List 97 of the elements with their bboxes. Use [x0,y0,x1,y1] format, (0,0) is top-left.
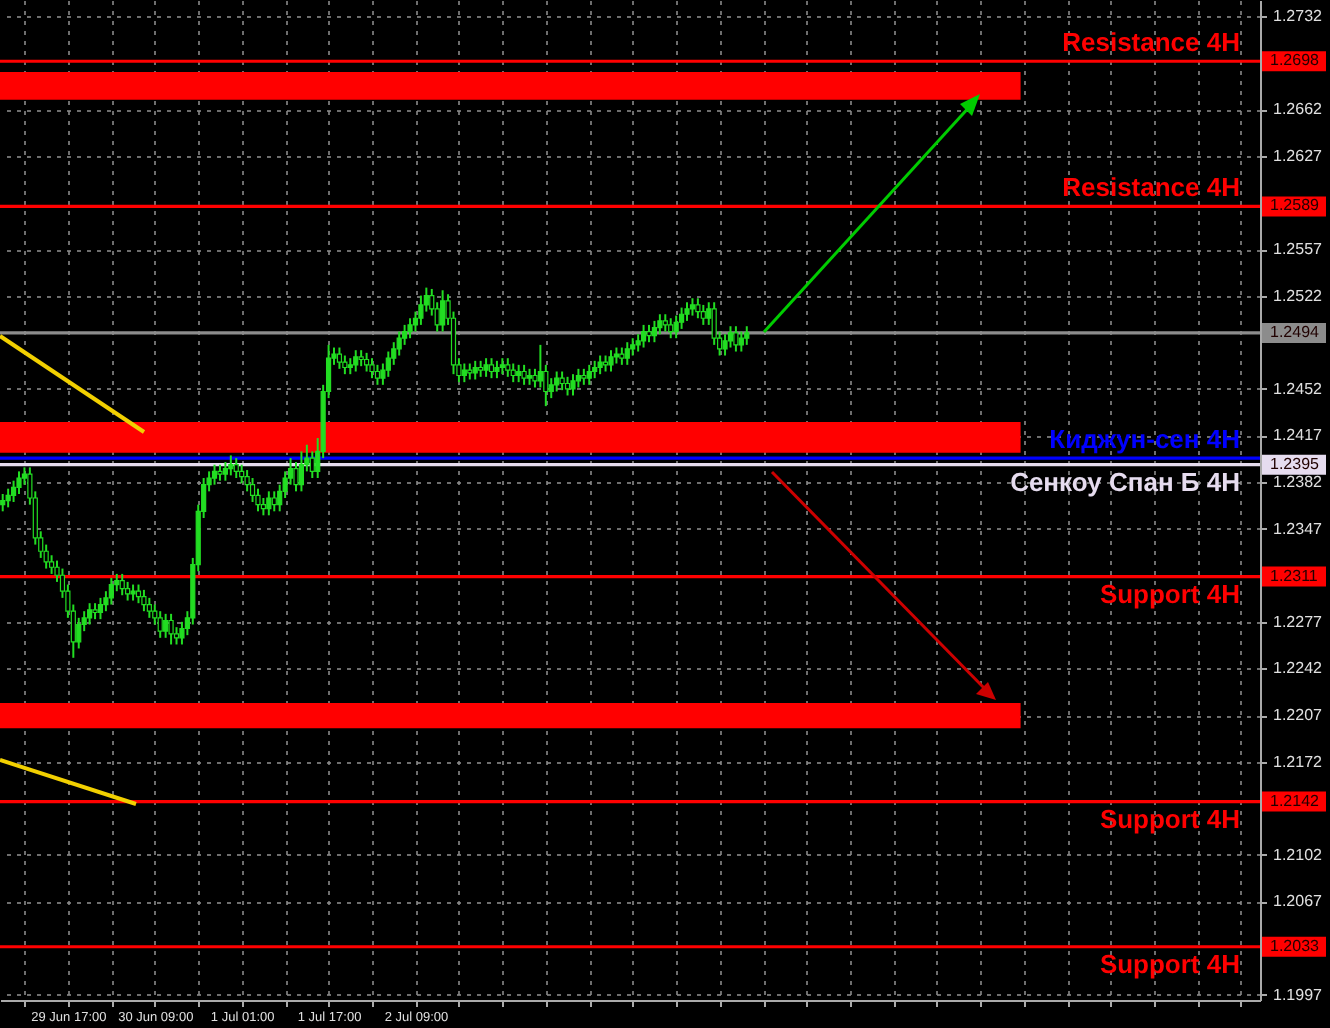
candlestick [440,289,446,333]
candlestick [342,354,348,376]
candlestick [657,313,663,336]
candlestick [668,317,674,340]
ref-line-label: Resistance 4H [1062,27,1240,58]
candlestick [396,330,402,357]
candlestick [5,487,11,509]
ref-line-label: Киджун-сен 4H [1049,424,1240,455]
y-tick-label: 1.2067 [1273,892,1324,911]
candlestick [559,370,565,392]
candlestick [472,359,478,381]
annotation: 1.2494 [1270,322,1321,341]
candlestick [222,461,228,482]
candlestick [385,350,391,378]
y-tick-label: 1.2172 [1273,752,1324,771]
y-tick-label: 1.2277 [1273,612,1324,631]
y-tick-label: 1.2382 [1273,473,1324,492]
candlestick [211,463,218,486]
ref-line-label: Support 4H [1099,948,1240,979]
y-tick-label: 1.2662 [1273,100,1324,119]
candlestick [353,349,359,373]
candlestick [488,357,495,380]
annotation: 1.2311 [1270,566,1319,585]
candlestick [570,373,576,397]
annotation: 1.2395 [1270,454,1321,473]
y-tick-label: 1.2242 [1273,659,1324,678]
candlestick [521,363,527,386]
candlestick [597,354,603,376]
candlestick [163,612,169,639]
candlestick [407,317,413,340]
candlestick [135,583,142,605]
candlestick [744,325,750,346]
candlestick [673,314,679,340]
candlestick [298,450,305,493]
candlestick [564,375,571,397]
candlestick [461,362,467,384]
candlestick [97,596,104,621]
y-tick-label: 1.2347 [1273,519,1324,538]
candlestick [727,325,734,349]
ref-line-label: Resistance 4H [1062,172,1240,203]
candlestick [733,325,739,353]
candlestick [695,297,701,320]
candlestick [108,576,114,606]
candlestick [510,362,516,384]
ref-line-label: Сенкоу Спан Б 4H [1010,466,1240,497]
candlestick [624,341,630,366]
candlestick [266,490,272,517]
candlestick [640,323,647,349]
y-tick-label: 1.2732 [1273,6,1324,25]
candlestick [483,357,489,378]
candlestick [87,602,93,626]
candlestick [700,303,706,326]
candlestick [554,370,560,393]
candlestick [537,343,543,389]
y-tick-label: 1.2207 [1273,706,1324,725]
candlestick [157,610,163,639]
y-tick-label: 1.2102 [1273,845,1324,864]
candlestick [678,306,685,330]
y-tick-label: 1.2417 [1273,426,1324,445]
annotation: 1.2698 [1270,51,1321,70]
candlestick [651,319,658,344]
candlestick [684,301,690,322]
candlestick [575,367,582,389]
candlestick [738,330,744,353]
candlestick [228,454,234,477]
candlestick [239,463,245,485]
candlestick [233,457,239,480]
candlestick [249,477,256,503]
y-tick-label: 1.2452 [1273,379,1324,398]
annotation: 1.2033 [1270,936,1321,955]
y-tick-label: 1.2557 [1273,240,1324,258]
candlestick [10,479,17,503]
candlestick [141,588,147,613]
candlestick [336,346,343,370]
candlestick [418,294,424,326]
y-tick-label: 1.2627 [1273,146,1324,165]
candlestick [374,363,381,386]
candlestick [369,357,375,380]
candlestick [363,351,370,373]
ref-line-label: Support 4H [1099,803,1240,834]
y-tick-label: 1.2522 [1273,286,1324,305]
candlestick [16,470,22,496]
annotation: 1.2589 [1270,196,1321,215]
candlestick [586,363,592,386]
y-tick-label: 1.1997 [1273,985,1324,1004]
annotation: 1.2142 [1270,791,1321,810]
candlestick [119,572,125,597]
candlestick [271,490,277,513]
candlestick [722,333,728,357]
candlestick [309,450,315,480]
candlestick [125,580,131,602]
candlestick [505,357,511,378]
candlestick [608,349,614,373]
ref-line-label: Support 4H [1099,578,1240,609]
candlestick [76,616,82,650]
candlestick [146,596,152,619]
candlestick [168,612,174,646]
